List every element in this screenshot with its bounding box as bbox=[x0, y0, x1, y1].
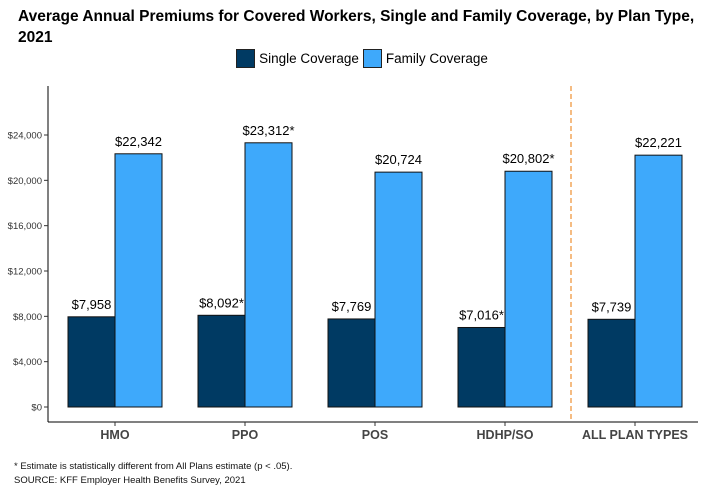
data-label-single: $7,958 bbox=[72, 297, 112, 312]
x-tick-label: HMO bbox=[100, 428, 129, 442]
bar-family-hmo bbox=[114, 153, 163, 408]
data-label-family: $20,802* bbox=[502, 151, 554, 166]
legend-item-single: Single Coverage bbox=[236, 49, 359, 68]
y-tick-label: $24,000 bbox=[8, 131, 42, 142]
footnotes: * Estimate is statistically different fr… bbox=[14, 460, 292, 488]
x-tick-label: POS bbox=[362, 428, 388, 442]
bar-family-all-plan-types bbox=[634, 154, 683, 408]
legend-swatch-single bbox=[236, 49, 256, 68]
x-tick-label: PPO bbox=[232, 428, 259, 442]
footnote-significance: * Estimate is statistically different fr… bbox=[14, 461, 293, 472]
bar-single-hdhp-so bbox=[457, 326, 506, 408]
data-label-single: $7,016* bbox=[459, 307, 504, 322]
chart-title: Average Annual Premiums for Covered Work… bbox=[18, 8, 695, 46]
legend-swatch-family bbox=[362, 49, 382, 68]
bar-family-pos bbox=[374, 171, 423, 408]
data-label-family: $23,312* bbox=[242, 123, 294, 138]
bar-single-hmo bbox=[67, 316, 116, 408]
bar-family-hdhp-so bbox=[504, 170, 553, 408]
bar-chart: $0 $4,000 $8,000 $12,000 $16,000 $20,000 $24,0… bbox=[8, 86, 698, 442]
legend: Single Coverage Family Coverage bbox=[0, 49, 724, 68]
bar-single-all-plan-types bbox=[587, 318, 636, 408]
y-tick-label: $0 bbox=[31, 403, 42, 414]
y-tick-label: $4,000 bbox=[13, 357, 42, 368]
data-label-family: $22,221 bbox=[635, 135, 682, 150]
legend-label-single: Single Coverage bbox=[259, 51, 359, 66]
data-label-single: $7,769 bbox=[332, 299, 372, 314]
bar-family-ppo bbox=[244, 142, 293, 408]
bar-single-pos bbox=[327, 318, 376, 408]
legend-label-family: Family Coverage bbox=[385, 51, 488, 66]
x-tick-label: ALL PLAN TYPES bbox=[582, 428, 688, 442]
x-tick-label: HDHP/SO bbox=[477, 428, 534, 442]
footnote-source: SOURCE: KFF Employer Health Benefits Sur… bbox=[14, 475, 246, 486]
data-label-family: $20,724 bbox=[375, 152, 422, 167]
legend-item-family: Family Coverage bbox=[362, 49, 488, 68]
data-label-family: $22,342 bbox=[115, 134, 162, 149]
data-label-single: $8,092* bbox=[199, 295, 244, 310]
y-tick-label: $12,000 bbox=[8, 267, 42, 278]
y-tick-label: $20,000 bbox=[8, 176, 42, 187]
data-label-single: $7,739 bbox=[592, 299, 632, 314]
y-tick-label: $8,000 bbox=[13, 312, 42, 323]
y-tick-label: $16,000 bbox=[8, 221, 42, 232]
bar-single-ppo bbox=[197, 314, 246, 408]
